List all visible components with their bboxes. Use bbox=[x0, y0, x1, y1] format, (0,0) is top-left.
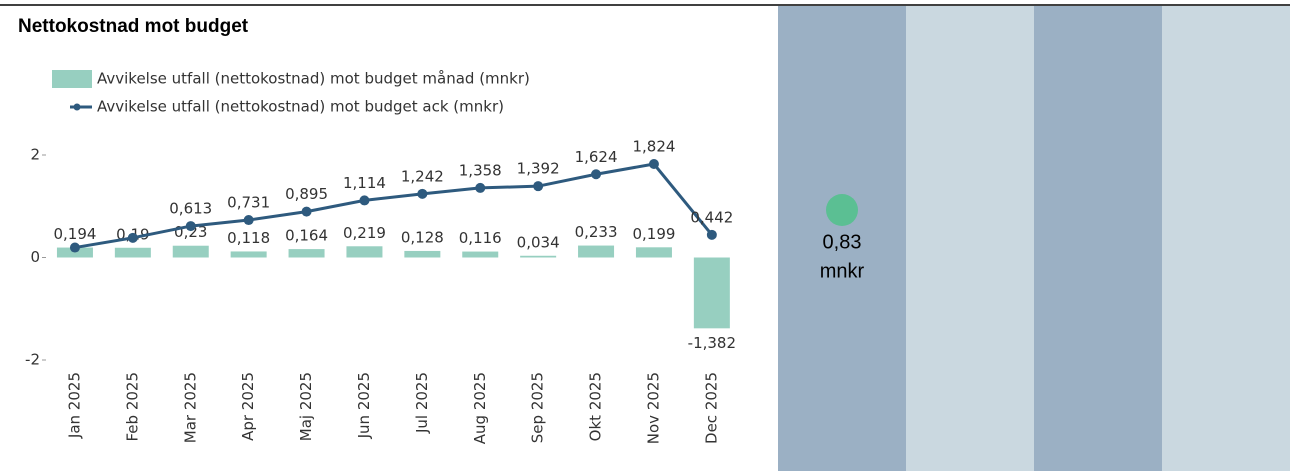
x-tick-label: Jul 2025 bbox=[413, 372, 431, 434]
data-label: 0,895 bbox=[285, 185, 328, 203]
panel-stripe bbox=[1162, 6, 1290, 471]
point bbox=[533, 181, 544, 192]
y-tick-label: 0 bbox=[30, 248, 40, 266]
data-label: 0,442 bbox=[690, 208, 733, 226]
bar bbox=[520, 255, 557, 258]
point bbox=[243, 215, 254, 226]
legend-label: Avvikelse utfall (nettokostnad) mot budg… bbox=[97, 70, 530, 88]
bar bbox=[635, 247, 672, 258]
data-label: 0,164 bbox=[285, 227, 328, 245]
data-label: 0,118 bbox=[227, 229, 270, 247]
data-label: 1,358 bbox=[459, 161, 502, 179]
bar bbox=[172, 245, 209, 258]
data-label: 1,392 bbox=[517, 160, 560, 178]
data-label: 0,219 bbox=[343, 224, 386, 242]
panel-stripe bbox=[1034, 6, 1162, 471]
point bbox=[359, 195, 370, 206]
data-label: 0,128 bbox=[401, 228, 444, 246]
x-tick-label: Jun 2025 bbox=[355, 372, 373, 439]
y-tick-label: 2 bbox=[30, 146, 40, 164]
data-label: 0,194 bbox=[53, 225, 96, 243]
x-tick-label: Mar 2025 bbox=[181, 372, 199, 443]
chart-title: Nettokostnad mot budget bbox=[18, 16, 249, 37]
panel-stripe bbox=[778, 6, 906, 471]
point bbox=[648, 159, 659, 170]
data-label: 0,199 bbox=[632, 225, 675, 243]
point bbox=[591, 169, 602, 180]
point bbox=[185, 221, 196, 232]
bar bbox=[346, 246, 383, 258]
data-label: -1,382 bbox=[688, 334, 736, 352]
kpi-indicator bbox=[826, 194, 858, 226]
x-tick-label: Apr 2025 bbox=[239, 372, 257, 441]
x-tick-label: Jan 2025 bbox=[65, 372, 83, 439]
legend-swatch bbox=[73, 103, 81, 111]
data-label: 0,034 bbox=[517, 233, 560, 251]
point bbox=[417, 188, 428, 199]
bar bbox=[288, 249, 325, 258]
bar bbox=[693, 257, 730, 329]
x-tick-label: Feb 2025 bbox=[123, 372, 141, 442]
x-tick-label: Sep 2025 bbox=[529, 372, 547, 443]
data-label: 1,824 bbox=[632, 138, 675, 156]
kpi-value: 0,83 bbox=[823, 231, 862, 253]
bar bbox=[462, 251, 499, 258]
bar bbox=[578, 245, 615, 258]
legend-swatch bbox=[52, 70, 92, 88]
data-label: 1,242 bbox=[401, 167, 444, 185]
data-label: 0,613 bbox=[169, 200, 212, 218]
x-tick-label: Aug 2025 bbox=[471, 372, 489, 444]
point bbox=[301, 206, 312, 217]
bar bbox=[230, 251, 267, 258]
data-label: 1,624 bbox=[575, 148, 618, 166]
line bbox=[74, 162, 714, 250]
data-label: 0,116 bbox=[459, 229, 502, 247]
y-tick-label: -2 bbox=[25, 351, 40, 369]
point bbox=[127, 232, 138, 243]
kpi-unit: mnkr bbox=[820, 260, 865, 282]
point bbox=[475, 182, 486, 193]
x-tick-label: Nov 2025 bbox=[644, 372, 662, 444]
x-tick-label: Maj 2025 bbox=[297, 372, 315, 441]
legend-label: Avvikelse utfall (nettokostnad) mot budg… bbox=[97, 98, 504, 116]
x-tick-label: Okt 2025 bbox=[587, 372, 605, 441]
x-tick-label: Dec 2025 bbox=[702, 372, 720, 444]
bar bbox=[404, 250, 441, 258]
data-label: 0,731 bbox=[227, 194, 270, 212]
point bbox=[69, 242, 80, 253]
bar bbox=[114, 247, 151, 258]
data-label: 0,233 bbox=[575, 223, 618, 241]
panel-stripe bbox=[906, 6, 1034, 471]
point bbox=[706, 229, 717, 240]
data-label: 1,114 bbox=[343, 174, 386, 192]
